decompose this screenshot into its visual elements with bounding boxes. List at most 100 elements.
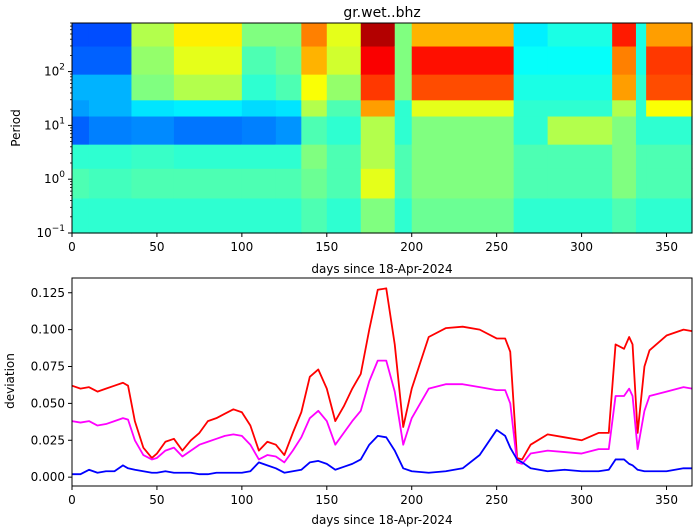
heatmap-cell bbox=[241, 115, 277, 145]
heatmap-cell bbox=[360, 144, 396, 169]
heatmap-cell bbox=[513, 23, 549, 47]
x-tick-label: 50 bbox=[149, 493, 164, 507]
heatmap-cell bbox=[241, 99, 277, 117]
x-tick-label: 300 bbox=[570, 493, 593, 507]
x-tick-label: 250 bbox=[485, 240, 508, 254]
heatmap-cell bbox=[275, 23, 302, 47]
heatmap-cells bbox=[72, 23, 693, 234]
x-tick-label: 350 bbox=[655, 240, 678, 254]
heatmap-cell bbox=[131, 45, 175, 75]
heatmap-cell bbox=[635, 115, 647, 145]
heatmap-cell bbox=[173, 99, 243, 117]
line-series bbox=[71, 287, 693, 476]
heatmap-cell bbox=[612, 74, 637, 101]
x-tick-label: 300 bbox=[570, 240, 593, 254]
heatmap-cell bbox=[646, 99, 693, 117]
y-tick-label: 0.075 bbox=[31, 360, 65, 374]
heatmap-cell bbox=[131, 168, 175, 199]
series-line-2 bbox=[71, 359, 693, 465]
heatmap-cell bbox=[173, 45, 243, 75]
heatmap-cell bbox=[411, 144, 515, 169]
y-tick-label: 0.125 bbox=[31, 286, 65, 300]
heatmap-panel: gr.wet..bhz 0 50 100 150 200 250 300 350 10−110… bbox=[9, 5, 693, 276]
heatmap-cell bbox=[411, 115, 515, 145]
heatmap-cell bbox=[411, 168, 515, 199]
heatmap-cell bbox=[547, 23, 613, 47]
heatmap-cell bbox=[635, 168, 647, 199]
heatmap-cell bbox=[394, 23, 413, 47]
heatmap-cell bbox=[326, 144, 362, 169]
heatmap-cell bbox=[275, 197, 302, 234]
heatmap-cell bbox=[241, 74, 277, 101]
heatmap-cell bbox=[411, 197, 515, 234]
heatmap-cell bbox=[612, 197, 637, 234]
heatmap-cell bbox=[513, 197, 549, 234]
heatmap-cell bbox=[88, 144, 133, 169]
y-tick-label: 0.100 bbox=[31, 323, 65, 337]
heatmap-cell bbox=[301, 99, 328, 117]
heatmap-cell bbox=[360, 197, 396, 234]
heatmap-cell bbox=[326, 168, 362, 199]
heatmap-cell bbox=[88, 45, 133, 75]
heatmap-cell bbox=[72, 144, 90, 169]
heatmap-cell bbox=[635, 45, 647, 75]
chart-title: gr.wet..bhz bbox=[343, 5, 420, 21]
heatmap-cell bbox=[301, 45, 328, 75]
heatmap-cell bbox=[394, 115, 413, 145]
series-line-3 bbox=[72, 429, 692, 476]
heatmap-cell bbox=[173, 74, 243, 101]
heatmap-cell bbox=[326, 23, 362, 47]
heatmap-cell bbox=[394, 168, 413, 199]
heatmap-cell bbox=[394, 144, 413, 169]
heatmap-cell bbox=[241, 168, 277, 199]
heatmap-cell bbox=[88, 99, 133, 117]
x-tick-label: 50 bbox=[149, 240, 164, 254]
heatmap-cell bbox=[241, 23, 277, 47]
heatmap-cell bbox=[275, 45, 302, 75]
y-tick-label: 100 bbox=[44, 170, 65, 186]
heatmap-cell bbox=[513, 99, 549, 117]
heatmap-cell bbox=[301, 23, 328, 47]
heatmap-cell bbox=[635, 99, 647, 117]
heatmap-cell bbox=[547, 115, 613, 145]
y-tick-label: 101 bbox=[44, 116, 65, 132]
heatmap-cell bbox=[547, 45, 613, 75]
y-tick-label: 0.025 bbox=[31, 433, 65, 447]
heatmap-cell bbox=[394, 45, 413, 75]
heatmap-cell bbox=[646, 45, 693, 75]
heatmap-cell bbox=[394, 197, 413, 234]
heatmap-cell bbox=[513, 168, 549, 199]
heatmap-cell bbox=[394, 74, 413, 101]
heatmap-cell bbox=[173, 23, 243, 47]
heatmap-cell bbox=[411, 23, 515, 47]
heatmap-cell bbox=[72, 99, 90, 117]
heatmap-cell bbox=[547, 168, 613, 199]
heatmap-cell bbox=[612, 144, 637, 169]
x-tick-label: 150 bbox=[315, 493, 338, 507]
heatmap-cell bbox=[72, 115, 90, 145]
heatmap-cell bbox=[547, 99, 613, 117]
heatmap-cell bbox=[360, 45, 396, 75]
heatmap-cell bbox=[612, 99, 637, 117]
heatmap-cell bbox=[635, 144, 647, 169]
heatmap-x-axis: 0 50 100 150 200 250 300 350 bbox=[68, 233, 678, 254]
heatmap-cell bbox=[131, 23, 175, 47]
heatmap-cell bbox=[360, 168, 396, 199]
heatmap-cell bbox=[301, 144, 328, 169]
x-tick-label: 350 bbox=[655, 493, 678, 507]
heatmap-cell bbox=[635, 74, 647, 101]
heatmap-cell bbox=[275, 99, 302, 117]
line-y-label: deviation bbox=[3, 353, 17, 409]
heatmap-cell bbox=[646, 168, 693, 199]
heatmap-cell bbox=[635, 23, 647, 47]
heatmap-y-axis: 10−1 100 101 102 bbox=[36, 22, 72, 240]
series-line-1 bbox=[71, 287, 693, 461]
heatmap-cell bbox=[513, 45, 549, 75]
heatmap-cell bbox=[612, 23, 637, 47]
heatmap-cell bbox=[173, 168, 243, 199]
heatmap-cell bbox=[360, 74, 396, 101]
heatmap-cell bbox=[275, 144, 302, 169]
heatmap-cell bbox=[547, 144, 613, 169]
heatmap-cell bbox=[173, 115, 243, 145]
